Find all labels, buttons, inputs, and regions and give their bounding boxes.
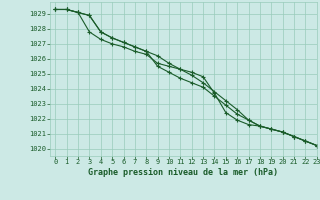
X-axis label: Graphe pression niveau de la mer (hPa): Graphe pression niveau de la mer (hPa) [88, 168, 278, 177]
